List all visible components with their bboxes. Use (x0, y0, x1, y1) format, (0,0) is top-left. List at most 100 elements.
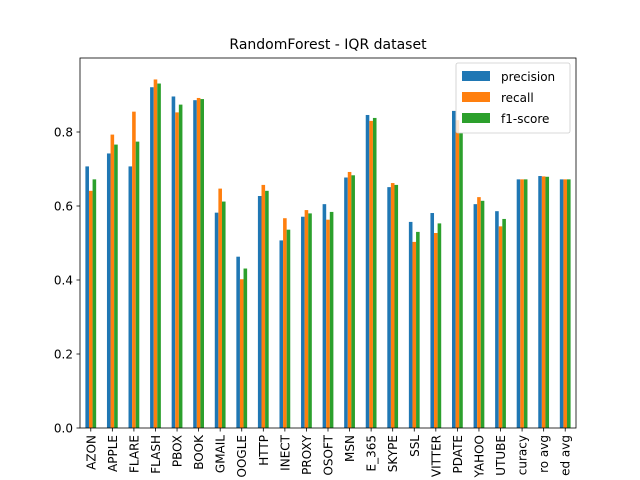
bar-precision-ed avg (560, 179, 564, 428)
legend-label-f1-score: f1-score (501, 112, 549, 126)
x-tick-label: GMAIL (214, 435, 228, 473)
x-tick-label: INECT (278, 434, 292, 470)
bar-recall-curacy (520, 179, 524, 428)
x-tick-label: BOOK (192, 434, 206, 470)
x-tick-label: UTUBE (494, 435, 508, 476)
bar-f1-score-AZON (93, 179, 97, 428)
legend-label-precision: precision (501, 70, 555, 84)
x-tick-label: MSN (343, 435, 357, 462)
bar-precision-ro avg (538, 176, 542, 428)
y-tick-label: 0.2 (54, 348, 73, 362)
bar-f1-score-E_365 (373, 118, 377, 428)
bar-f1-score-HTTP (265, 191, 269, 428)
bar-f1-score-FLARE (136, 142, 140, 428)
bar-f1-score-YAHOO (481, 201, 485, 428)
bar-f1-score-APPLE (114, 145, 118, 428)
bar-f1-score-OOGLE (244, 269, 248, 428)
x-tick-label: YAHOO (472, 435, 486, 479)
y-tick-label: 0.6 (54, 200, 73, 214)
bar-precision-FLARE (129, 166, 133, 428)
x-tick-label: OSOFT (322, 434, 336, 475)
bar-f1-score-OSOFT (330, 212, 334, 428)
bar-f1-score-PDATE (459, 133, 463, 428)
bar-precision-PBOX (172, 96, 176, 428)
bar-recall-VITTER (434, 233, 438, 428)
bar-precision-UTUBE (495, 211, 499, 428)
bar-f1-score-SKYPE (394, 185, 398, 428)
y-tick-label: 0.8 (54, 126, 73, 140)
bar-recall-FLASH (154, 79, 158, 428)
x-tick-label: PBOX (171, 435, 185, 467)
bar-recall-ro avg (542, 176, 546, 428)
bar-precision-OSOFT (323, 204, 327, 428)
bar-recall-ed avg (563, 179, 567, 428)
bar-precision-AZON (85, 166, 89, 428)
legend-swatch-precision (462, 71, 490, 81)
bar-precision-INECT (279, 240, 283, 428)
bar-recall-YAHOO (477, 197, 481, 428)
bar-recall-PBOX (175, 112, 179, 428)
bar-precision-GMAIL (215, 213, 219, 428)
bar-precision-OOGLE (236, 257, 240, 428)
y-tick-label: 0.4 (54, 274, 73, 288)
x-tick-label: ro avg (537, 435, 551, 473)
bar-recall-OSOFT (326, 220, 330, 428)
bar-precision-SKYPE (387, 187, 391, 428)
bar-precision-PROXY (301, 217, 305, 428)
x-tick-label: PDATE (451, 435, 465, 473)
bar-recall-AZON (89, 191, 93, 428)
x-tick-label: SKYPE (386, 435, 400, 472)
bar-f1-score-curacy (524, 179, 528, 428)
x-tick-label: ed avg (559, 435, 573, 476)
bar-f1-score-UTUBE (502, 219, 506, 428)
x-tick-label: OOGLE (235, 435, 249, 477)
bar-f1-score-ed avg (567, 179, 571, 428)
chart-title: RandomForest - IQR dataset (229, 37, 427, 53)
x-tick-label: PROXY (300, 434, 314, 474)
bar-recall-UTUBE (499, 226, 503, 428)
x-tick-label: SSL (408, 435, 422, 457)
bar-recall-PDATE (456, 120, 460, 428)
bar-recall-HTTP (262, 185, 266, 428)
bar-recall-PROXY (305, 210, 309, 428)
bar-f1-score-BOOK (200, 99, 204, 428)
x-tick-label: E_365 (365, 435, 379, 472)
bar-recall-GMAIL (218, 189, 222, 428)
bar-recall-FLARE (132, 112, 136, 428)
bar-precision-APPLE (107, 153, 111, 428)
x-tick-label: AZON (84, 435, 98, 470)
legend-swatch-f1-score (462, 113, 490, 123)
bar-f1-score-FLASH (157, 84, 161, 428)
bar-precision-VITTER (430, 213, 434, 428)
y-tick-label: 0.0 (54, 422, 73, 436)
bar-f1-score-PROXY (308, 213, 312, 428)
x-tick-label: APPLE (106, 435, 120, 472)
bar-precision-FLASH (150, 87, 154, 428)
x-tick-label: VITTER (429, 435, 443, 477)
bar-precision-MSN (344, 178, 348, 428)
x-tick-label: curacy (516, 435, 530, 475)
x-tick-label: HTTP (257, 435, 271, 466)
bar-f1-score-MSN (351, 175, 355, 428)
bar-recall-E_365 (369, 121, 373, 428)
bar-precision-SSL (409, 222, 413, 428)
bar-recall-OOGLE (240, 279, 244, 428)
bar-recall-BOOK (197, 98, 201, 428)
bar-f1-score-VITTER (438, 223, 442, 428)
x-tick-label: FLARE (127, 435, 141, 473)
bar-recall-SSL (412, 242, 416, 428)
bar-precision-YAHOO (474, 204, 478, 428)
bar-recall-MSN (348, 172, 352, 428)
legend-label-recall: recall (501, 91, 534, 105)
bar-f1-score-SSL (416, 232, 420, 428)
bar-f1-score-INECT (287, 230, 291, 428)
bar-precision-curacy (517, 179, 521, 428)
legend: precision recall f1-score (456, 63, 570, 133)
bar-f1-score-PBOX (179, 105, 183, 428)
bar-f1-score-ro avg (545, 177, 549, 428)
bar-precision-PDATE (452, 111, 456, 428)
legend-swatch-recall (462, 92, 490, 102)
bar-precision-E_365 (366, 115, 370, 428)
bar-precision-HTTP (258, 196, 262, 428)
